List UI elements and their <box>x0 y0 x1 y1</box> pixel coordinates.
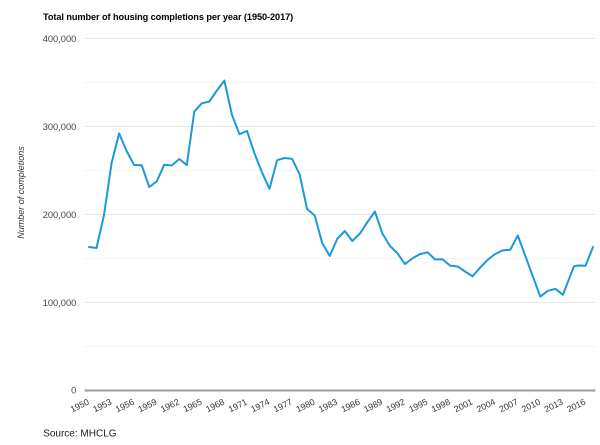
svg-text:1992: 1992 <box>385 397 407 415</box>
svg-text:Total number of housing comple: Total number of housing completions per … <box>43 12 293 22</box>
svg-text:100,000: 100,000 <box>43 298 77 308</box>
svg-text:2007: 2007 <box>497 397 519 415</box>
svg-text:300,000: 300,000 <box>43 122 77 132</box>
svg-text:1995: 1995 <box>407 397 429 415</box>
svg-text:1977: 1977 <box>272 397 294 415</box>
svg-text:1980: 1980 <box>294 397 316 415</box>
svg-text:1968: 1968 <box>204 397 226 415</box>
svg-text:1965: 1965 <box>181 397 203 415</box>
svg-text:1974: 1974 <box>249 397 271 415</box>
svg-text:1989: 1989 <box>362 397 384 415</box>
svg-text:200,000: 200,000 <box>43 210 77 220</box>
svg-text:1983: 1983 <box>317 397 339 415</box>
svg-text:400,000: 400,000 <box>43 34 77 44</box>
svg-text:1998: 1998 <box>430 397 452 415</box>
svg-text:2001: 2001 <box>452 397 474 415</box>
svg-text:1959: 1959 <box>136 397 158 415</box>
svg-text:0: 0 <box>71 385 76 395</box>
svg-text:2016: 2016 <box>565 397 587 415</box>
svg-text:1971: 1971 <box>227 397 249 415</box>
svg-text:Source: MHCLG: Source: MHCLG <box>43 429 117 440</box>
svg-text:1962: 1962 <box>159 397 181 415</box>
svg-text:Number of completions: Number of completions <box>16 146 26 239</box>
svg-text:2004: 2004 <box>475 397 497 415</box>
svg-text:1950: 1950 <box>69 397 91 415</box>
svg-text:1986: 1986 <box>339 397 361 415</box>
svg-text:2010: 2010 <box>520 397 542 415</box>
svg-text:2013: 2013 <box>543 397 565 415</box>
svg-text:1953: 1953 <box>91 397 113 415</box>
svg-text:1956: 1956 <box>114 397 136 415</box>
